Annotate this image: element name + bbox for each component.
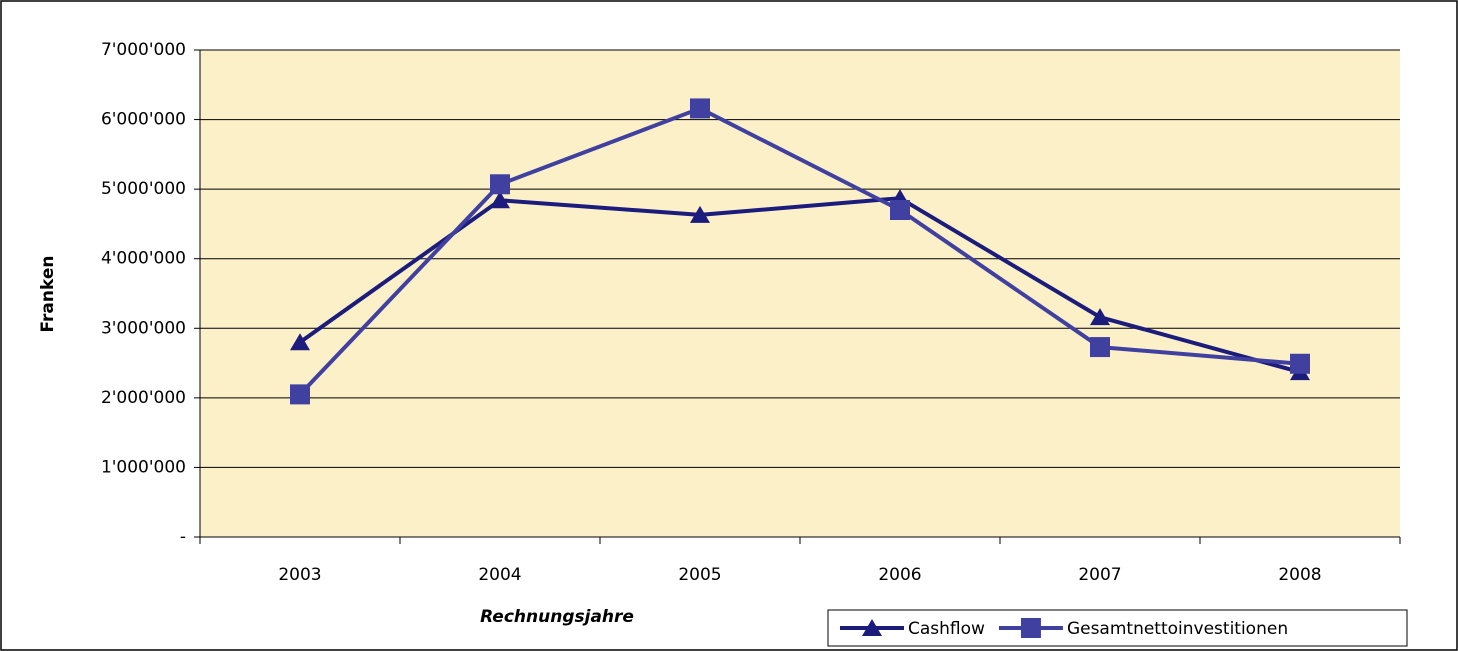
x-tick-label: 2004 (478, 565, 521, 585)
x-tick-label: 2006 (878, 565, 921, 585)
x-tick-label: 2005 (678, 565, 721, 585)
y-tick-label: 7'000'000 (101, 40, 186, 60)
marker-square (1020, 618, 1041, 638)
x-tick-label: 2008 (1278, 565, 1321, 585)
marker-triangle (1090, 308, 1110, 326)
marker-triangle (862, 619, 882, 636)
marker-square (890, 200, 910, 221)
y-tick-label: 2'000'000 (101, 388, 186, 408)
y-tick-label: - (180, 527, 186, 547)
y-axis-title: Franken (38, 256, 58, 333)
marker-triangle (690, 205, 710, 223)
y-tick-label: 5'000'000 (101, 179, 186, 199)
marker-triangle (490, 191, 510, 209)
marker-square (1090, 337, 1110, 358)
legend-box (827, 609, 1408, 647)
series-line (298, 106, 1301, 396)
y-tick-label: 4'000'000 (101, 249, 186, 269)
legend-label: Cashflow (908, 619, 985, 639)
legend-label: Gesamtnettoinvestitionen (1067, 619, 1288, 639)
y-tick-label: 6'000'000 (101, 110, 186, 130)
x-tick-label: 2007 (1078, 565, 1121, 585)
marker-triangle (290, 333, 310, 351)
series-line (298, 196, 1301, 375)
y-tick-label: 3'000'000 (101, 318, 186, 338)
x-tick-label: 2003 (278, 565, 321, 585)
x-axis-title: Rechnungsjahre (480, 607, 634, 627)
y-tick-label: 1'000'000 (101, 457, 186, 477)
marker-square (690, 98, 710, 119)
marker-square (290, 384, 310, 405)
marker-square (490, 174, 510, 195)
plot-area (200, 50, 1400, 537)
marker-square (1290, 353, 1310, 374)
